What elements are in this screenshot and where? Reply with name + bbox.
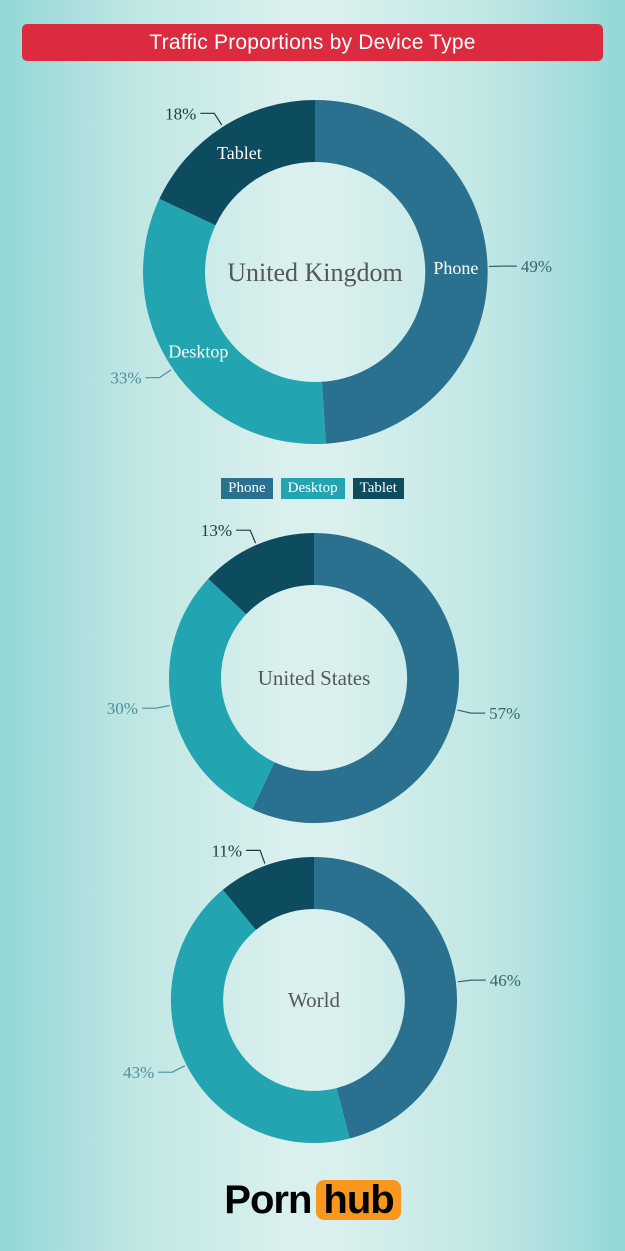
- pornhub-logo: Porn hub: [0, 1177, 625, 1222]
- donut-1-label-phone: Phone: [433, 258, 478, 278]
- donut-3-leader-line-desktop: [158, 1065, 186, 1073]
- donut-2-percent-desktop: 30%: [107, 699, 138, 718]
- donut-3-percent-phone: 46%: [490, 971, 521, 990]
- logo-text-porn: Porn: [224, 1177, 312, 1222]
- donut-2-leader-line-desktop: [141, 704, 170, 709]
- donut-2-slice-phone: [252, 533, 460, 823]
- donut-1-leader-line-tablet: [200, 112, 223, 126]
- donut-1-slice-phone: [315, 99, 488, 444]
- donut-3-leader-line-phone: [457, 979, 486, 983]
- donut-2-center-title: United States: [258, 666, 371, 690]
- legend-item-desktop: Desktop: [280, 478, 345, 499]
- donut-1-slice-desktop: [143, 198, 326, 445]
- donut-2-percent-phone: 57%: [489, 704, 520, 723]
- chart-legend: Phone Desktop Tablet: [0, 478, 625, 499]
- donut-1-leader-line-desktop: [145, 369, 172, 379]
- donut-3-slice-tablet: [222, 857, 314, 930]
- donut-3-percent-desktop: 43%: [123, 1063, 154, 1082]
- donut-2-leader-line-tablet: [236, 529, 257, 544]
- legend-item-tablet: Tablet: [352, 478, 404, 499]
- donut-3-center-title: World: [288, 988, 340, 1012]
- donut-1-percent-tablet: 18%: [165, 104, 196, 123]
- donut-1-slice-tablet: [159, 100, 315, 226]
- donut-1-percent-phone: 49%: [521, 257, 552, 276]
- title-banner: Traffic Proportions by Device Type: [22, 24, 603, 61]
- donut-1-percent-desktop: 33%: [110, 369, 141, 388]
- donut-2-slice-tablet: [208, 533, 314, 615]
- logo-text-hub: hub: [316, 1180, 401, 1220]
- legend-item-phone: Phone: [221, 478, 273, 499]
- donut-1-label-tablet: Tablet: [217, 143, 262, 163]
- donut-2-leader-line-phone: [457, 709, 486, 714]
- donut-3-percent-tablet: 11%: [212, 841, 243, 860]
- donut-3-slice-phone: [314, 857, 458, 1139]
- donut-3-slice-desktop: [170, 889, 350, 1144]
- donut-3-leader-line-tablet: [246, 849, 266, 864]
- donut-1-label-desktop: Desktop: [168, 342, 228, 362]
- donut-2-percent-tablet: 13%: [201, 521, 232, 540]
- donut-2-slice-desktop: [168, 578, 275, 810]
- page-title: Traffic Proportions by Device Type: [149, 30, 476, 54]
- donut-1-center-title: United Kingdom: [227, 258, 403, 287]
